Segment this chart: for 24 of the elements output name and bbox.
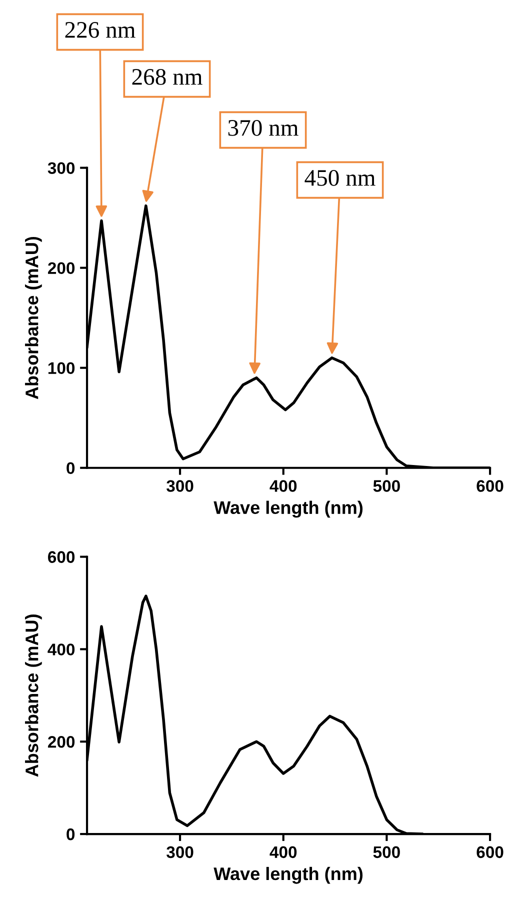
x-axis-title: Wave length (nm) — [214, 866, 363, 884]
y-tick-label: 0 — [66, 828, 75, 840]
y-tick-label: 400 — [48, 644, 75, 656]
x-tick-label: 300 — [166, 480, 194, 492]
annotation: 226 nm — [65, 22, 136, 38]
x-tick-label: 600 — [476, 480, 504, 492]
y-axis-title: Absorbance (mAU) — [25, 614, 42, 777]
y-tick-label: 300 — [48, 162, 75, 174]
x-axis-title: Wave length (nm) — [214, 500, 363, 518]
y-tick-label: 100 — [48, 362, 75, 374]
x-tick-label: 600 — [476, 846, 504, 858]
x-tick-label: 500 — [373, 480, 400, 492]
y-tick-label: 600 — [48, 551, 75, 563]
x-tick-label: 500 — [373, 846, 400, 858]
annotation: 450 nm — [304, 170, 376, 186]
x-tick-label: 400 — [270, 846, 297, 858]
y-tick-label: 0 — [66, 462, 75, 474]
x-tick-label: 300 — [166, 846, 194, 858]
y-axis-title: Absorbance (mAU) — [25, 236, 42, 400]
annotation: 370 nm — [228, 120, 298, 136]
y-tick-label: 200 — [48, 262, 75, 274]
annotation: 268 nm — [132, 68, 202, 85]
x-tick-label: 400 — [270, 480, 297, 492]
y-tick-label: 200 — [48, 736, 75, 748]
